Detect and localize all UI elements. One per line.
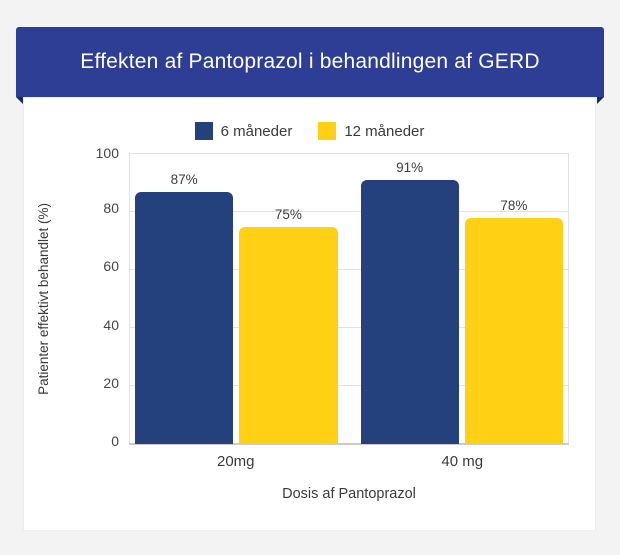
y-tick: 0	[111, 433, 119, 449]
y-tick: 100	[95, 145, 119, 161]
legend-swatch-blue	[194, 122, 213, 140]
gridline-80	[130, 211, 568, 212]
chart-card: 6 måneder 12 måneder Patienter effektivt…	[23, 97, 596, 531]
gridline-60	[130, 269, 568, 270]
gridline-20	[130, 385, 568, 386]
y-axis-title: Patienter effektivt behandlet (%)	[35, 202, 51, 395]
bar-group-20mg: 87% 75%	[135, 154, 338, 444]
legend-label: 6 måneder	[220, 122, 293, 140]
bar-20mg-6-months: 87%	[135, 172, 234, 444]
x-axis-line	[129, 443, 569, 445]
bar-value-label: 75%	[274, 206, 302, 222]
bar-40mg-12-months: 78%	[464, 198, 563, 444]
bar-40mg-6-months: 91%	[360, 160, 459, 444]
x-tick-20mg: 20mg	[216, 453, 255, 470]
bar-value-label: 87%	[170, 171, 198, 187]
gridline-40	[130, 327, 568, 328]
y-tick: 40	[103, 316, 119, 333]
x-axis-labels: 20mg 40 mg	[129, 453, 569, 470]
legend-item-12-months: 12 måneder	[318, 122, 424, 140]
legend-swatch-yellow	[318, 122, 337, 140]
x-tick-40mg: 40 mg	[441, 453, 484, 470]
y-tick: 80	[103, 200, 119, 217]
y-tick: 60	[103, 258, 119, 275]
plot-area: 87% 75% 91% 78%	[129, 153, 569, 445]
legend: 6 måneder 12 måneder	[24, 122, 595, 140]
x-axis-title: Dosis af Pantoprazol	[282, 486, 416, 502]
bar-20mg-12-months: 75%	[239, 207, 338, 444]
title-banner: Effekten af Pantoprazol i behandlingen a…	[16, 27, 604, 97]
chart-title: Effekten af Pantoprazol i behandlingen a…	[80, 50, 540, 73]
bar-value-label: 91%	[396, 160, 424, 176]
chart-area: Patienter effektivt behandlet (%) 0 20 4…	[24, 145, 569, 449]
bar-group-40mg: 91% 78%	[360, 154, 563, 444]
legend-item-6-months: 6 måneder	[194, 122, 293, 140]
ribbon-fold-left	[16, 97, 23, 104]
bar-value-label: 78%	[500, 197, 528, 213]
ribbon-fold-right	[597, 97, 604, 104]
legend-label: 12 måneder	[344, 122, 425, 140]
y-tick: 20	[103, 374, 119, 391]
y-axis-ticks: 0 20 40 60 80 100	[62, 145, 129, 449]
